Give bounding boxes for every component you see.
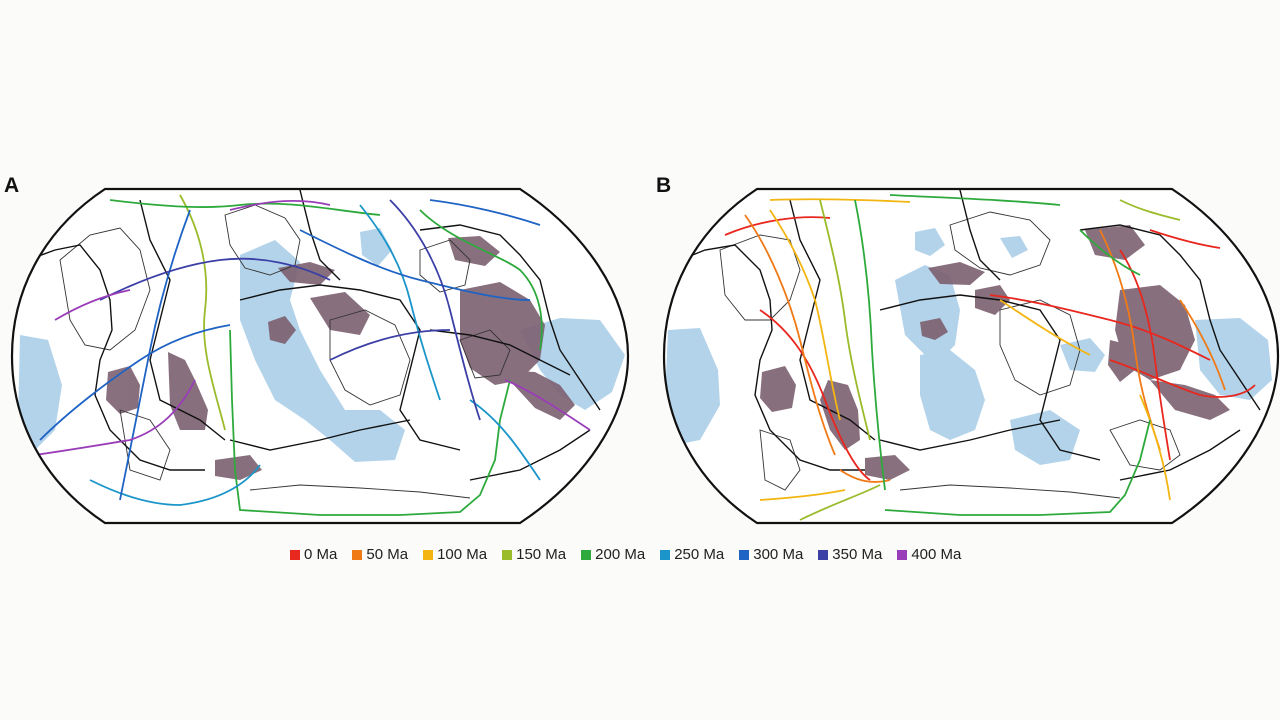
map-panel-b [662,187,1280,525]
subduction-zone-200ma [109,199,381,216]
legend-swatch [581,549,592,560]
legend-label: 50 Ma [366,546,409,563]
legend-swatch [502,549,513,560]
map-panel-a [10,187,630,525]
subduction-zone-300ma [39,324,231,441]
subduction-zone-300ma [429,199,541,226]
subduction-zone-0ma [1149,229,1221,249]
subduction-zone-0ma [724,216,831,236]
subduction-zone-150ma [179,194,226,431]
legend-swatch [818,549,829,560]
ocean-regions [18,228,625,462]
legend-label: 250 Ma [674,546,725,563]
subduction-zone-200ma [854,199,886,491]
subduction-zone-300ma [119,209,191,501]
subduction-zone-200ma [419,209,543,351]
legend-item: 350 Ma [818,546,882,563]
subduction-zone-250ma [359,204,441,401]
subduction-zone-50ma [1179,299,1226,391]
legend-item: 300 Ma [739,546,803,563]
legend-swatch [897,549,908,560]
legend-label: 100 Ma [437,546,488,563]
map-border-b [662,187,1280,525]
subduction-zone-0ma [1109,359,1256,398]
subduction-zone-100ma [769,209,841,421]
legend-label: 150 Ma [516,546,567,563]
subduction-zone-350ma [329,329,451,361]
subduction-zone-150ma [1119,199,1181,221]
subduction-zones-a [34,194,591,516]
legend-item: 200 Ma [581,546,645,563]
ocean-regions [665,228,1272,465]
subduction-zone-100ma [1139,394,1171,501]
legend-item: 400 Ma [897,546,961,563]
legend-swatch [739,549,750,560]
subduction-zone-200ma [889,194,1061,206]
subduction-zones-b [724,194,1256,521]
plate-boundaries [27,189,601,481]
subduction-zone-200ma [229,329,511,516]
subduction-zone-250ma [89,464,261,506]
legend-item: 150 Ma [502,546,566,563]
subduction-zone-400ma [229,199,331,211]
legend-label: 400 Ma [911,546,962,563]
subduction-zone-350ma [389,199,481,421]
legend-item: 250 Ma [660,546,724,563]
subduction-zone-100ma [769,198,911,203]
legend-item: 100 Ma [423,546,487,563]
legend-label: 0 Ma [304,546,338,563]
subduction-zone-300ma [299,229,531,301]
lower-mantle-anomalies [760,225,1230,480]
legend-item: 50 Ma [352,546,408,563]
legend-label: 200 Ma [595,546,646,563]
legend-swatch [352,549,363,560]
subduction-zone-50ma [744,214,836,456]
subduction-zone-150ma [799,484,881,521]
plate-boundaries [679,189,1261,481]
subduction-zone-100ma [759,489,846,501]
subduction-zone-250ma [469,399,541,481]
subduction-zone-0ma [989,294,1211,361]
legend-label: 350 Ma [832,546,883,563]
legend-item: 0 Ma [290,546,337,563]
subduction-zone-150ma [819,199,871,441]
legend-swatch [290,549,300,560]
panel-label-a: A [4,174,20,197]
map-border-a [10,187,630,525]
subduction-zone-400ma [54,289,131,321]
legend-label: 300 Ma [753,546,804,563]
subduction-zone-350ma [99,257,331,301]
legend-swatch [423,549,434,560]
subduction-zone-400ma [34,379,196,456]
subduction-zone-100ma [999,299,1091,356]
legend-swatch [660,549,671,560]
age-legend: 0 Ma 50 Ma 100 Ma 150 Ma 200 Ma 250 Ma 300 Ma 3… [290,546,976,563]
panel-label-b: B [656,174,672,197]
subduction-zone-200ma [884,419,1151,516]
subduction-zone-0ma [759,309,871,481]
subduction-zone-400ma [504,379,591,431]
subduction-zone-200ma [1079,229,1141,276]
subduction-zone-0ma [1119,249,1171,461]
subduction-zone-50ma [839,469,891,483]
